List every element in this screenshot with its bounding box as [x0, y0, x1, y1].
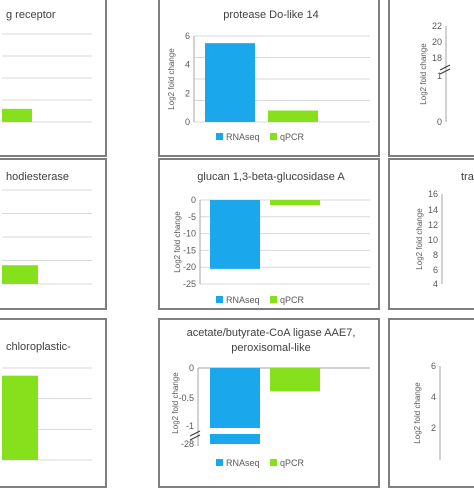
chart-title: chloroplastic-: [6, 341, 71, 353]
y-tick-label: 8: [433, 250, 438, 260]
chart-panel-2: protease Do-like 14 Log2 fold change 0 2 4 6 R…: [158, 0, 380, 157]
bar-qpcr: [270, 368, 320, 392]
legend-swatch-qpcr: [270, 459, 277, 466]
chart-title: hodiesterase: [6, 171, 69, 183]
y-tick-label: -0.5: [178, 393, 194, 403]
legend-swatch-rnaseq: [216, 133, 223, 140]
bar-qpcr: [2, 265, 38, 284]
chart-panel-6: translati Log2 fold change 16 14 12 10 8 6 4: [388, 158, 474, 310]
y-tick-label: 0: [437, 117, 442, 127]
axis-break-mark: [189, 430, 201, 441]
chart-title: translati: [461, 171, 474, 183]
legend-swatch-qpcr: [270, 133, 277, 140]
y-tick-label: 0: [185, 117, 190, 127]
y-tick-label: 4: [431, 392, 436, 402]
chart-panel-8: acetate/butyrate-CoA ligase AAE7, peroxis…: [158, 318, 380, 488]
chart-panel-4: hodiesterase: [0, 158, 107, 310]
y-axis-label: Log2 fold change: [419, 43, 428, 105]
y-axis-label: Log2 fold change: [415, 208, 424, 270]
y-axis-label: Log2 fold change: [167, 48, 176, 110]
y-axis-label: Log2 fold change: [413, 382, 422, 444]
legend-swatch-qpcr: [270, 296, 277, 303]
y-tick-label: 18: [432, 53, 442, 63]
y-tick-label: 0: [189, 363, 194, 373]
y-tick-label: -10: [183, 229, 196, 239]
y-tick-label: 6: [185, 31, 190, 41]
chart-title: protease Do-like 14: [223, 9, 318, 21]
y-tick-label: 1: [437, 71, 442, 81]
y-tick-label: -25: [183, 279, 196, 289]
chart-title-line-2: peroxisomal-like: [231, 342, 310, 354]
y-tick-label: -1: [186, 421, 194, 431]
bar-qpcr: [268, 110, 318, 122]
chart-title: g receptor: [6, 9, 56, 21]
y-tick-label: 10: [428, 235, 438, 245]
y-tick-label: -28: [181, 439, 194, 449]
y-tick-label: 6: [433, 265, 438, 275]
legend-label-rnaseq: RNAseq: [226, 458, 260, 468]
bar-qpcr: [270, 200, 320, 206]
y-tick-label: 12: [428, 220, 438, 230]
bar-rnaseq: [205, 43, 255, 122]
y-tick-label: 22: [432, 21, 442, 31]
y-tick-label: 2: [431, 423, 436, 433]
y-tick-label: -5: [188, 212, 196, 222]
legend-label-rnaseq: RNAseq: [226, 132, 260, 142]
y-axis-label: Log2 fold change: [171, 372, 180, 434]
bar-qpcr: [2, 375, 38, 460]
chart-panel-9: Log2 fold change 6 4 2: [388, 318, 474, 488]
legend-swatch-rnaseq: [216, 296, 223, 303]
y-tick-label: 2: [185, 88, 190, 98]
chart-title: acetate/butyrate-CoA ligase AAE7,: [187, 327, 356, 339]
legend-label-qpcr: qPCR: [280, 132, 305, 142]
bar-break-gap: [208, 428, 262, 434]
chart-panel-7: chloroplastic-: [0, 318, 107, 488]
chart-panel-3: Log2 fold change 0 1 18 20 22: [388, 0, 474, 157]
y-tick-label: -15: [183, 245, 196, 255]
y-tick-label: 0: [191, 195, 196, 205]
legend-label-qpcr: qPCR: [280, 295, 305, 305]
y-tick-label: 20: [432, 37, 442, 47]
chart-panel-1: g receptor: [0, 0, 107, 157]
y-tick-label: 6: [431, 361, 436, 371]
y-axis-label: Log2 fold change: [173, 211, 182, 273]
chart-title: glucan 1,3-beta-glucosidase A: [197, 171, 345, 183]
y-tick-label: 16: [428, 189, 438, 199]
bar-qpcr: [2, 108, 32, 122]
chart-panel-5: glucan 1,3-beta-glucosidase A Log2 fold c…: [158, 158, 380, 310]
y-tick-label: 4: [185, 60, 190, 70]
legend-swatch-rnaseq: [216, 459, 223, 466]
y-tick-label: 14: [428, 205, 438, 215]
bar-rnaseq: [210, 200, 260, 269]
legend-label-rnaseq: RNAseq: [226, 295, 260, 305]
axis-break-mark: [439, 64, 451, 75]
y-tick-label: 4: [433, 279, 438, 289]
legend-label-qpcr: qPCR: [280, 458, 305, 468]
y-tick-label: -20: [183, 262, 196, 272]
